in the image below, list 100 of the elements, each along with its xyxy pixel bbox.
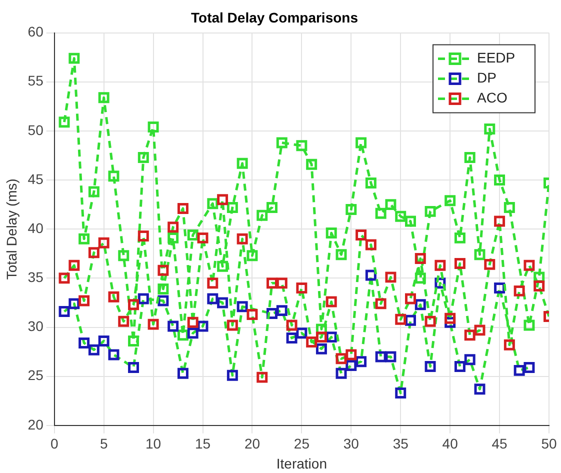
point: [464, 330, 476, 341]
point: [444, 195, 456, 206]
point: [138, 152, 149, 163]
point: [158, 283, 169, 294]
point: [454, 361, 466, 372]
y-tick-label: 20: [28, 416, 44, 432]
point: [207, 198, 218, 210]
point: [58, 306, 70, 318]
point: [148, 318, 159, 330]
point: [197, 232, 208, 244]
point: [207, 278, 218, 289]
point: [128, 336, 140, 346]
point: [316, 332, 327, 343]
point: [385, 272, 396, 283]
point: [474, 384, 486, 395]
point: [524, 362, 535, 373]
point: [296, 328, 308, 339]
point: [346, 360, 357, 372]
point: [226, 370, 238, 381]
point: [484, 258, 496, 270]
point: [375, 208, 386, 219]
point: [177, 368, 188, 379]
point: [128, 362, 140, 373]
point: [276, 137, 288, 148]
point: [514, 285, 525, 296]
y-tick-label: 40: [28, 220, 44, 236]
x-tick-label: 15: [194, 436, 211, 452]
point: [494, 216, 506, 227]
y-tick-label: 55: [28, 72, 44, 89]
y-tick-label: 45: [28, 170, 44, 187]
point: [434, 260, 446, 271]
point: [405, 293, 416, 304]
point: [474, 249, 486, 260]
point: [385, 351, 396, 362]
point: [187, 328, 198, 339]
point: [78, 337, 90, 348]
point: [68, 52, 80, 64]
point: [197, 320, 208, 332]
point: [306, 158, 318, 170]
point: [336, 353, 347, 364]
point: [58, 272, 70, 284]
point: [424, 206, 436, 217]
point: [98, 237, 110, 248]
point: [414, 272, 426, 284]
point: [395, 388, 406, 399]
x-tick-label: 50: [541, 436, 557, 452]
x-tick-label: 45: [492, 436, 508, 452]
point: [365, 177, 376, 188]
point: [236, 233, 248, 244]
point: [68, 260, 80, 271]
point: [356, 229, 367, 240]
point: [138, 293, 149, 304]
point: [118, 250, 130, 262]
x-tick-label: 10: [146, 436, 162, 452]
point: [246, 250, 258, 262]
point: [474, 324, 486, 336]
x-tick-label: 20: [244, 436, 260, 452]
point: [98, 92, 110, 104]
point: [177, 330, 188, 341]
point: [424, 316, 436, 327]
chart-title: Total Delay Comparisons: [190, 9, 358, 26]
point: [168, 320, 179, 332]
point: [326, 296, 337, 308]
x-tick-label: 35: [392, 436, 409, 452]
point: [356, 356, 367, 368]
y-tick-label: 30: [28, 318, 44, 334]
legend-label: EEDP: [477, 50, 516, 66]
point: [524, 320, 535, 331]
point: [168, 232, 179, 244]
point: [326, 228, 337, 239]
point: [504, 202, 515, 213]
point: [256, 210, 268, 221]
y-axis-title: Total Delay (ms): [3, 178, 20, 280]
legend-label: DP: [477, 70, 496, 86]
point: [414, 253, 426, 264]
point: [524, 260, 535, 271]
point: [276, 305, 288, 316]
x-tick-label: 40: [442, 436, 458, 452]
point: [266, 278, 278, 289]
point: [217, 260, 228, 272]
point: [187, 316, 198, 328]
point: [444, 312, 456, 324]
point: [454, 232, 466, 244]
point: [326, 332, 337, 343]
point: [375, 351, 386, 362]
point: [226, 202, 238, 213]
point: [514, 364, 525, 376]
point: [395, 314, 406, 325]
y-tick-label: 25: [28, 367, 44, 384]
point: [138, 230, 149, 242]
point: [464, 152, 476, 163]
point: [405, 216, 416, 227]
x-tick-label: 5: [100, 436, 108, 452]
point: [187, 229, 198, 240]
point: [98, 336, 110, 346]
point: [217, 194, 228, 206]
point: [484, 123, 496, 134]
point: [217, 297, 228, 308]
point: [78, 295, 90, 306]
point: [68, 298, 80, 310]
